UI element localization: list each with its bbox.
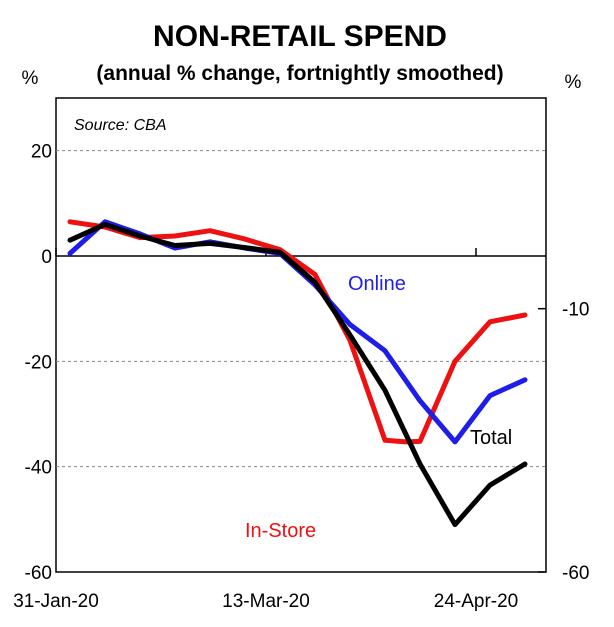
left-tick-label: 20 <box>31 142 52 163</box>
x-axis-tick-labels: 31-Jan-20 13-Mar-20 24-Apr-20 <box>13 591 518 612</box>
left-axis-tick-labels: 20 0 -20 -40 -60 <box>25 142 52 584</box>
source-note: Source: CBA <box>74 117 166 134</box>
gridlines <box>56 150 546 468</box>
plot-area <box>55 97 547 573</box>
right-tick-label: -60 <box>562 563 589 584</box>
right-axis-unit: % <box>565 72 582 93</box>
series-label-in-store: In-Store <box>245 520 316 542</box>
series-label-online: Online <box>348 273 406 295</box>
left-tick-label: -20 <box>25 352 52 373</box>
series-lines <box>67 219 528 528</box>
left-tick-label: -40 <box>25 458 52 479</box>
x-tick-label: 31-Jan-20 <box>13 591 99 612</box>
chart-subtitle: (annual % change, fortnightly smoothed) <box>96 62 503 85</box>
left-tick-label: -60 <box>25 563 52 584</box>
left-tick-label: 0 <box>41 247 52 268</box>
x-tick-label: 24-Apr-20 <box>434 591 519 612</box>
right-tick-label: -10 <box>562 300 589 321</box>
right-axis-tick-labels: -10 -60 <box>562 300 589 584</box>
x-tick-label: 13-Mar-20 <box>222 591 310 612</box>
left-axis-unit: % <box>22 68 39 89</box>
series-label-total: Total <box>470 427 512 449</box>
right-axis-ticks <box>538 307 546 573</box>
chart-title: NON-RETAIL SPEND <box>153 20 447 53</box>
series-line-total <box>67 221 528 528</box>
